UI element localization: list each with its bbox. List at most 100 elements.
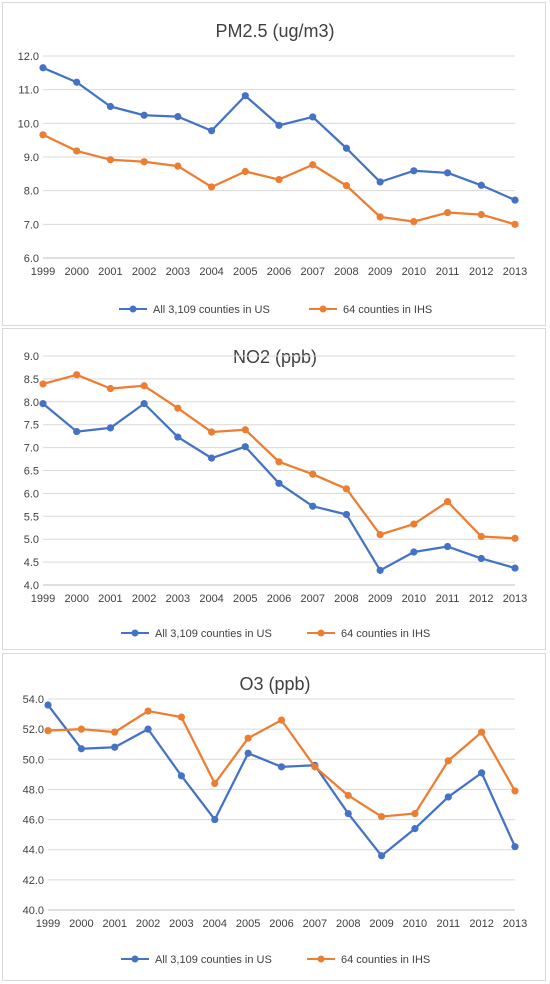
legend-label-ihs: 64 counties in IHS xyxy=(341,954,430,966)
data-point-us xyxy=(443,542,452,551)
data-point-ihs xyxy=(376,213,384,221)
x-tick-label: 2008 xyxy=(334,266,358,278)
data-point-ihs xyxy=(73,371,81,379)
chart-title: NO2 (ppb) xyxy=(233,347,317,367)
data-point-us xyxy=(207,127,216,135)
data-point-us xyxy=(477,181,485,189)
data-point-us xyxy=(277,763,286,771)
x-tick-label: 2002 xyxy=(132,593,156,605)
x-tick-label: 2009 xyxy=(369,918,393,930)
data-point-ihs xyxy=(244,734,252,742)
data-point-us xyxy=(444,793,452,801)
legend-marker-us xyxy=(129,305,137,313)
data-point-ihs xyxy=(207,428,216,436)
legend-marker-us xyxy=(131,955,139,963)
data-point-us xyxy=(275,479,283,487)
data-point-ihs xyxy=(444,757,452,765)
x-tick-label: 2006 xyxy=(269,918,293,930)
y-tick-label: 4.5 xyxy=(24,557,39,569)
y-tick-label: 5.5 xyxy=(24,511,39,523)
x-tick-label: 2001 xyxy=(98,266,122,278)
data-point-ihs xyxy=(144,707,152,715)
legend-marker-ihs xyxy=(319,305,327,313)
data-point-us xyxy=(177,772,186,780)
data-point-us xyxy=(511,564,519,572)
data-point-us xyxy=(478,769,486,777)
data-point-ihs xyxy=(211,779,219,787)
x-tick-label: 2000 xyxy=(69,918,93,930)
x-tick-label: 2012 xyxy=(469,593,493,605)
data-point-ihs xyxy=(275,175,283,184)
data-point-ihs xyxy=(177,713,186,721)
y-tick-label: 6.5 xyxy=(24,466,39,478)
x-tick-label: 2011 xyxy=(436,593,460,605)
y-tick-label: 7.0 xyxy=(24,219,39,231)
data-point-us xyxy=(39,400,47,408)
x-tick-label: 2001 xyxy=(98,593,122,605)
y-tick-label: 50.0 xyxy=(23,754,44,766)
data-point-ihs xyxy=(377,812,386,821)
data-point-us xyxy=(174,113,182,121)
data-point-ihs xyxy=(241,167,249,176)
y-tick-label: 5.0 xyxy=(24,534,39,546)
data-point-ihs xyxy=(174,404,182,412)
data-point-us xyxy=(376,566,384,574)
data-point-ihs xyxy=(111,728,119,736)
data-point-ihs xyxy=(443,498,452,506)
chart-title: PM2.5 (ug/m3) xyxy=(215,21,334,41)
x-tick-label: 2002 xyxy=(136,918,160,930)
data-point-ihs xyxy=(140,382,148,390)
data-point-ihs xyxy=(106,384,115,393)
legend-label-us: All 3,109 counties in US xyxy=(153,304,270,316)
series-line-ihs xyxy=(42,373,516,540)
data-point-us xyxy=(410,548,418,556)
data-point-us xyxy=(106,102,115,111)
o3-chart-panel: O3 (ppb) 40.0 42.0 44.0 46.0 48.0 50.0 52.0 54.… xyxy=(2,653,546,981)
data-point-us xyxy=(140,111,148,119)
no2-chart: NO2 (ppb) 4.0 4.5 5.0 5.5 6.0 6.5 7.0 7.5 8.0 8.5… xyxy=(24,347,528,640)
x-tick-label: 2003 xyxy=(166,266,190,278)
x-tick-label: 2013 xyxy=(503,593,527,605)
data-point-us xyxy=(511,196,519,204)
legend-marker-ihs xyxy=(317,629,325,637)
pm25-chart: PM2.5 (ug/m3) 6.0 7.0 8.0 9.0 10.0 11.0 12.0 19… xyxy=(18,21,528,316)
data-point-ihs xyxy=(477,532,485,541)
data-point-ihs xyxy=(443,208,452,217)
legend-label-us: All 3,109 counties in US xyxy=(155,954,272,966)
data-point-ihs xyxy=(77,725,85,733)
y-tick-label: 9.0 xyxy=(24,152,39,164)
x-tick-label: 1999 xyxy=(36,918,60,930)
y-tick-label: 44.0 xyxy=(23,845,44,857)
x-tick-label: 2010 xyxy=(402,593,426,605)
pm25-chart-panel: PM2.5 (ug/m3) 6.0 7.0 8.0 9.0 10.0 11.0 12.0 19… xyxy=(2,2,546,326)
data-point-us xyxy=(73,78,81,86)
o3-chart: O3 (ppb) 40.0 42.0 44.0 46.0 48.0 50.0 52.0 54.… xyxy=(23,674,528,966)
x-tick-label: 2002 xyxy=(132,266,156,278)
y-tick-label: 8.5 xyxy=(24,374,39,386)
legend-label-us: All 3,109 counties in US xyxy=(155,628,272,640)
x-tick-label: 2009 xyxy=(368,593,392,605)
data-point-us xyxy=(410,167,418,175)
x-tick-label: 2007 xyxy=(303,918,327,930)
data-point-ihs xyxy=(311,763,319,771)
x-tick-label: 2013 xyxy=(503,266,527,278)
x-tick-label: 2005 xyxy=(233,593,257,605)
x-tick-label: 1999 xyxy=(31,266,55,278)
data-point-us xyxy=(241,443,249,451)
x-tick-label: 2005 xyxy=(236,918,260,930)
data-point-ihs xyxy=(511,787,519,795)
y-tick-label: 10.0 xyxy=(18,118,39,130)
data-point-us xyxy=(443,169,452,177)
legend-marker-ihs xyxy=(317,955,325,963)
legend-marker-us xyxy=(131,629,139,637)
data-point-us xyxy=(174,433,182,441)
x-tick-label: 2000 xyxy=(64,266,88,278)
y-tick-label: 8.0 xyxy=(24,186,39,198)
data-point-ihs xyxy=(44,727,52,735)
data-point-ihs xyxy=(241,426,249,434)
data-point-ihs xyxy=(511,220,519,228)
data-point-us xyxy=(377,852,386,860)
data-point-ihs xyxy=(344,791,352,800)
x-tick-label: 2004 xyxy=(199,593,223,605)
x-tick-label: 2004 xyxy=(199,266,223,278)
